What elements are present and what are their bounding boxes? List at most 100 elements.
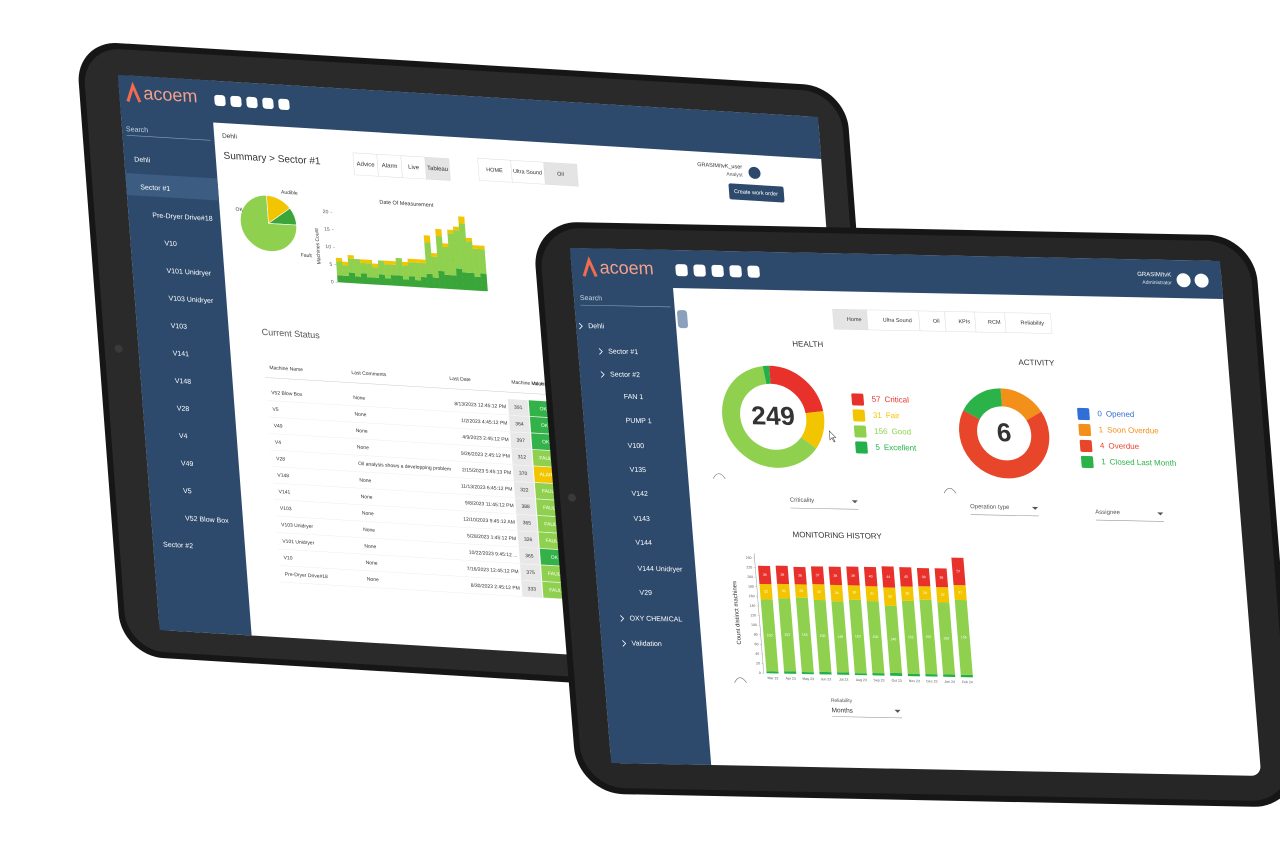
table-cell: 375 [526,570,535,576]
bar-value-label: 57 [956,569,960,573]
table-rule [265,377,601,398]
view-tab [543,161,579,187]
bar-segment [901,600,920,674]
legend-entry: 31 Fair [873,411,901,421]
tab-label: RCM [988,320,1001,326]
bar-value-label: 38 [763,573,767,577]
legend-name: Good [891,427,911,436]
bar-segment [916,567,931,587]
area-column [465,241,475,274]
area-column [447,229,454,234]
bar-value-label: 150 [943,636,949,640]
area-column [435,235,445,272]
tab [424,156,451,181]
bar-segment [925,674,938,677]
sidebar [570,248,712,766]
bar-segment [854,673,867,676]
axis [753,553,765,674]
sidebar-item: V103 [170,323,187,331]
bar-segment [890,672,903,676]
bar-value-label: 140 [890,637,896,641]
bar-segment [775,565,790,585]
table-cell: FAULT [542,488,558,495]
table-cell: 322 [520,487,529,493]
header-icon [711,264,724,277]
legend-swatch [851,393,865,406]
x-tick-label: Feb 24 [962,680,973,684]
bar-segment [872,672,885,676]
area-column [342,261,349,266]
y-tick-label: 80 [754,633,758,637]
table-cell: None [356,428,369,435]
area-column [366,263,374,278]
sidebar-item: V101 Unidryer [166,268,212,278]
legend-name: Fair [885,411,900,420]
bar-segment [793,566,807,585]
sidebar-item: Validation [631,640,662,648]
area-column [419,259,426,264]
area-column [468,272,476,291]
x-tick-label: Dec 23 [926,679,937,683]
area-column [347,258,356,273]
table-cell: V103 [280,506,292,513]
table-cell: V103 Unidryer [281,522,314,530]
sidebar-item: V135 [629,467,646,474]
donut-segment [963,388,1003,420]
tab-label: KPIs [958,319,970,325]
top-bar [118,75,822,160]
table-cell: 5/28/2023 1:45:12 PM [467,533,517,542]
bar-value-label: 40 [869,575,873,579]
header-icon [246,96,258,109]
area-column [337,275,344,283]
bar-segment [846,566,860,586]
table-cell: FAULT [539,455,555,462]
row-rule [274,499,610,520]
area-column [420,276,428,288]
bar-value-label: 36 [798,574,802,578]
table-cell: FAULT [545,538,561,545]
x-tick-label: Nov 23 [909,679,920,683]
table-cell: V10 [283,555,293,562]
y-tick-label: 10 [325,244,331,250]
y-tick-label: 200 [747,575,753,579]
create-button-label: Create work order [734,189,779,198]
bar-segment [848,599,867,674]
bar-segment [934,568,949,588]
value-cell [516,514,538,532]
bar-value-label: 156 [961,635,967,639]
chart-title: Date Of Measurement [379,200,434,209]
y-tick-label: 240 [746,556,752,560]
front-tablet: acoem Search Dehli Sector #1 Sector #2 FAN 1 P… [535,222,1280,807]
value-cell [511,448,533,466]
bar-segment [794,584,808,598]
row-rule [277,548,614,570]
area-column [456,268,464,290]
area-column [452,226,460,231]
table-cell: None [363,527,376,534]
area-column [407,258,414,263]
area-column [360,273,368,285]
area-column [480,273,488,292]
value-cell [507,399,529,417]
user-name: GRASIM/tvK [1137,272,1171,279]
bar-segment [847,585,861,600]
area-column [462,272,470,291]
bar-segment [899,567,913,587]
table-cell: 333 [528,586,537,592]
user-role: Analyst [726,172,743,179]
bar-value-label: 152 [784,633,790,637]
bar-segment [813,599,832,673]
tab-label: Home [847,317,862,323]
table-cell: V52 Blow Box [271,390,303,398]
bar-segment [907,673,920,677]
area-column [395,257,404,276]
legend-swatch [1077,407,1090,421]
create-button [728,183,785,203]
row-rule [269,433,605,454]
sidebar-item: Dehli [134,156,151,164]
camera [114,344,123,353]
camera [567,493,577,502]
area-column [389,261,397,265]
legend-swatch [1079,439,1093,453]
